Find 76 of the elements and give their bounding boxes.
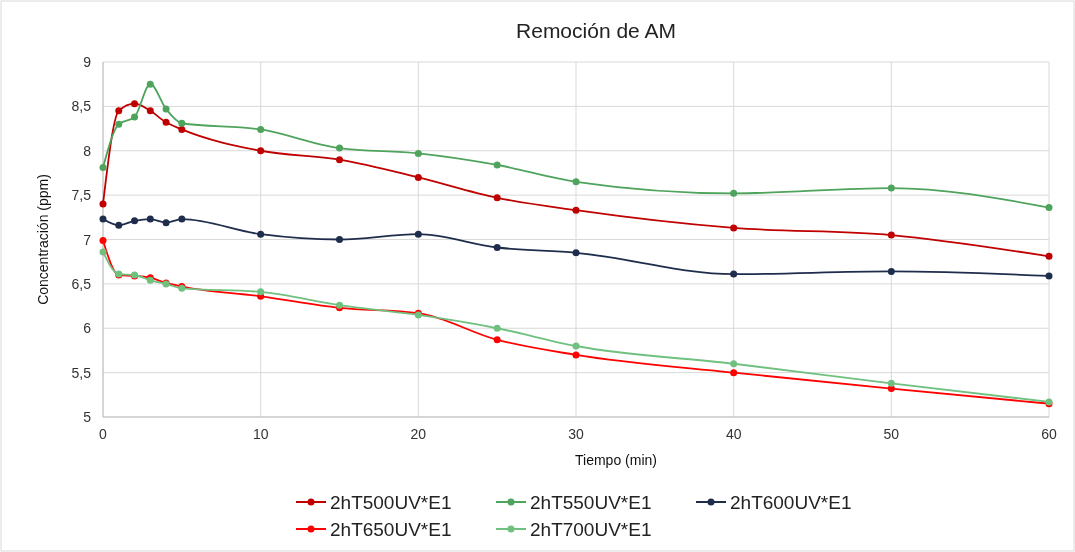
- point: [572, 178, 580, 186]
- point: [887, 231, 895, 239]
- y-tick-label: 6,5: [71, 275, 92, 292]
- point: [99, 236, 107, 244]
- point: [414, 149, 422, 157]
- point: [572, 206, 580, 214]
- y-tick-label: 7: [83, 231, 92, 248]
- point: [162, 118, 170, 126]
- x-tick-label: 60: [1041, 426, 1057, 442]
- y-tick-label: 9: [83, 54, 92, 70]
- legend-label: 2hT700UV*E1: [530, 519, 652, 540]
- point: [99, 215, 107, 223]
- point: [115, 221, 123, 229]
- point: [115, 120, 123, 128]
- y-axis-title: Concentración (ppm): [35, 174, 51, 305]
- point: [730, 224, 738, 232]
- point: [131, 100, 139, 108]
- point: [257, 230, 265, 238]
- point: [99, 248, 107, 256]
- x-tick-label: 50: [883, 426, 900, 442]
- point: [257, 125, 265, 133]
- y-tick-label: 6: [83, 320, 92, 337]
- point: [414, 173, 422, 181]
- x-axis-title: Tiempo (min): [575, 452, 657, 468]
- point: [572, 351, 580, 359]
- point: [887, 184, 895, 192]
- point: [730, 360, 738, 368]
- y-tick-label: 7,5: [71, 187, 92, 204]
- legend-label: 2hT600UV*E1: [730, 492, 852, 513]
- point: [887, 379, 895, 387]
- point: [493, 324, 501, 332]
- point: [99, 200, 107, 208]
- point: [257, 288, 265, 296]
- point: [730, 369, 738, 377]
- point: [572, 342, 580, 350]
- point: [257, 147, 265, 155]
- chart-title: Remoción de AM: [516, 19, 676, 42]
- point: [1045, 204, 1053, 212]
- y-tick-label: 5: [83, 409, 92, 425]
- point: [146, 215, 154, 223]
- point: [336, 144, 343, 152]
- point: [493, 243, 501, 251]
- point: [493, 194, 501, 202]
- y-tick-label: 8,5: [71, 98, 92, 115]
- point: [146, 80, 154, 88]
- point: [336, 236, 343, 243]
- point: [493, 336, 501, 344]
- legend-label: 2hT500UV*E1: [330, 492, 452, 513]
- point: [178, 119, 186, 127]
- x-tick-label: 0: [99, 426, 108, 442]
- point: [1045, 272, 1053, 280]
- point: [414, 230, 422, 238]
- point: [162, 105, 170, 113]
- point: [572, 249, 580, 257]
- point: [730, 189, 738, 197]
- point: [730, 270, 738, 278]
- y-tick-label: 8: [83, 142, 92, 159]
- point: [493, 161, 501, 169]
- point: [336, 156, 343, 164]
- point: [178, 215, 186, 223]
- x-tick-label: 20: [410, 426, 427, 442]
- point: [178, 125, 186, 133]
- x-tick-label: 10: [252, 426, 269, 442]
- legend-label: 2hT550UV*E1: [530, 492, 652, 513]
- point: [1045, 252, 1053, 260]
- point: [887, 267, 895, 275]
- x-tick-label: 40: [725, 426, 742, 442]
- point: [99, 164, 107, 172]
- point: [162, 219, 170, 227]
- x-tick-label: 30: [568, 426, 584, 442]
- point: [115, 107, 123, 115]
- point: [146, 107, 154, 115]
- y-tick-label: 5,5: [71, 364, 92, 381]
- legend-label: 2hT650UV*E1: [330, 519, 452, 540]
- point: [131, 217, 139, 225]
- point: [131, 113, 139, 121]
